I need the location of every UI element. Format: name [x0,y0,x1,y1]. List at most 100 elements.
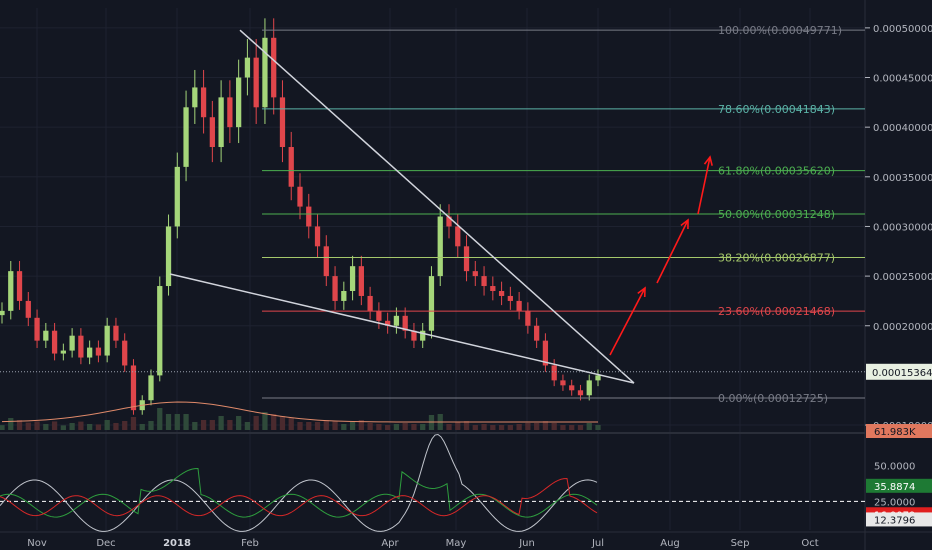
y-tick-label: 0.00040000 [873,123,932,134]
candle-body [183,107,188,167]
candle-body [332,276,337,301]
candle-body [271,38,276,98]
candle-body [96,348,101,356]
volume-bar [490,425,495,430]
indicator-label-0: 50.0000 [874,462,915,473]
x-tick-label-2: 2018 [163,538,191,549]
volume-bar [87,424,92,430]
volume-bar [429,415,434,430]
candle-body [473,271,478,276]
volume-bar [385,425,390,430]
volume-label: 61.983K [874,427,916,438]
volume-bar [157,408,162,430]
volume-bar [148,421,153,430]
x-tick-label-6: Jun [518,538,535,549]
candle-body [429,276,434,331]
volume-bar [245,422,250,430]
volume-bar [78,422,83,430]
x-tick-label-3: Feb [241,538,259,549]
candle-body [0,311,5,315]
volume-bar [280,416,285,430]
volume-bar [254,416,259,430]
x-tick-label-0: Nov [27,538,47,549]
candle-body [105,326,110,356]
candle-body [227,97,232,127]
volume-bar [552,423,557,430]
candle-body [587,380,592,395]
candle-body [455,226,460,246]
candle-body [534,326,539,341]
volume-bar [34,421,39,430]
candle-body [148,375,153,400]
volume-bar [43,424,48,430]
candle-body [306,207,311,227]
candle-body [490,286,495,291]
volume-bar [508,425,513,430]
volume-bar [560,425,565,430]
volume-bar [306,422,311,430]
candle-body [157,286,162,375]
volume-bar [534,423,539,430]
candle-body [464,246,469,271]
x-tick-label-9: Sep [731,538,750,549]
y-tick-label: 0.00035000 [873,173,932,184]
indicator-label-1: 35.8874 [874,482,915,493]
candle-body [315,226,320,246]
candle-body [350,266,355,291]
candle-body [26,301,31,318]
current-price-label: 0.00015364 [872,368,932,379]
candle-body [61,351,66,354]
volume-bar [499,425,504,430]
volume-bar [175,414,180,430]
volume-bar [166,414,171,430]
volume-bar [236,416,241,430]
candle-body [376,311,381,321]
candle-body [69,336,74,351]
volume-bar [183,414,188,430]
candle-body [289,147,294,187]
candle-body [201,87,206,117]
candle-body [122,341,127,366]
indicator-label-2: 25.0000 [874,497,915,508]
volume-bar [324,420,329,430]
candle-body [210,117,215,147]
volume-bar [8,418,13,430]
volume-bar [201,420,206,430]
volume-bar [420,424,425,430]
volume-bar [516,424,521,430]
candle-body [516,301,521,311]
x-tick-label-1: Dec [96,538,115,549]
candle-body [499,291,504,296]
candle-body [78,336,83,358]
candle-body [87,348,92,358]
candle-body [166,226,171,286]
candle-body [192,87,197,107]
x-tick-label-4: Apr [381,538,399,549]
volume-bar [403,423,408,430]
candle-body [236,78,241,128]
fib-label-5: 23.60%(0.00021468) [718,305,835,318]
indicator-label-4: 12.3796 [874,515,915,526]
volume-bar [481,424,486,430]
candle-body [17,271,22,301]
candle-body [254,58,259,108]
candle-body [560,380,565,385]
candle-body [324,246,329,276]
volume-bar [61,425,66,430]
candle-body [341,291,346,301]
y-tick-label: 0.00045000 [873,74,932,85]
candle-body [175,167,180,227]
volume-bar [140,424,145,430]
volume-bar [595,425,600,430]
volume-bar [0,425,5,430]
fib-label-3: 50.00%(0.00031248) [718,208,835,221]
volume-bar [122,421,127,430]
fib-label-2: 61.80%(0.00035620) [718,165,835,178]
volume-bar [69,423,74,430]
candle-body [113,326,118,341]
candle-body [394,316,399,326]
volume-bar [52,421,57,430]
candle-body [218,97,223,147]
candle-body [262,38,267,108]
